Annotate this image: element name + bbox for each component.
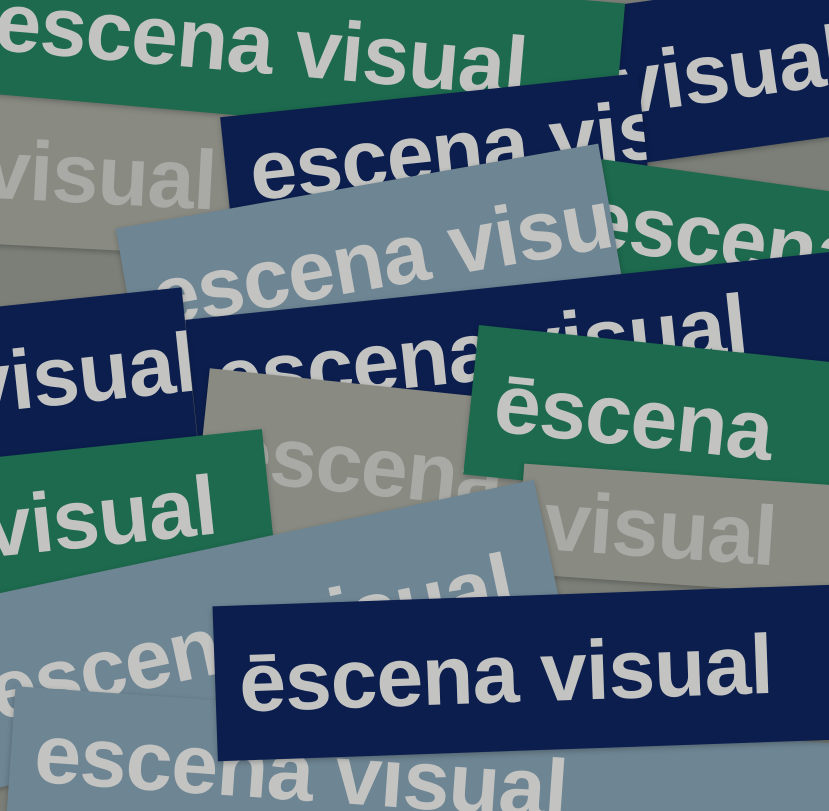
sticker: ēscena visual <box>212 583 829 762</box>
sticker: visual <box>516 463 829 597</box>
sticker: visual <box>0 287 198 463</box>
